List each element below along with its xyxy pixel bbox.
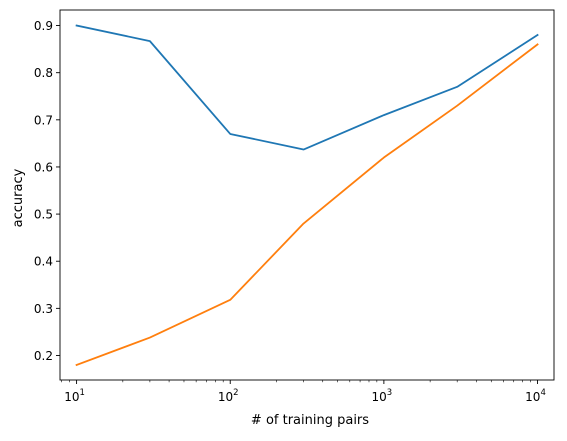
y-tick-label-6: 0.7	[34, 113, 53, 127]
y-tick-label-2: 0.3	[34, 302, 53, 316]
y-tick-label-3: 0.4	[34, 255, 53, 269]
series-line-2	[75, 43, 539, 367]
y-tick-label-5: 0.6	[34, 160, 53, 174]
axes-layer: 0.2 0.3 0.4 0.5 0.6 0.7 0.8 0.9 101 102 103 104	[34, 9, 555, 404]
x-axis-label: # of training pairs	[251, 413, 369, 428]
x-tick-label-3: 103	[372, 388, 393, 404]
y-tick-label-7: 0.8	[34, 66, 53, 80]
plot-frame	[59, 9, 555, 381]
x-tick-label-4: 104	[525, 388, 546, 404]
x-tick-label-1: 101	[64, 388, 85, 404]
series-layer	[75, 24, 539, 367]
series-line-1	[75, 24, 539, 151]
x-tick-label-2: 102	[218, 388, 239, 404]
y-tick-label-8: 0.9	[34, 19, 53, 33]
y-tick-label-4: 0.5	[34, 208, 53, 222]
y-tick-label-1: 0.2	[34, 349, 53, 363]
y-axis-label: accuracy	[11, 168, 26, 227]
